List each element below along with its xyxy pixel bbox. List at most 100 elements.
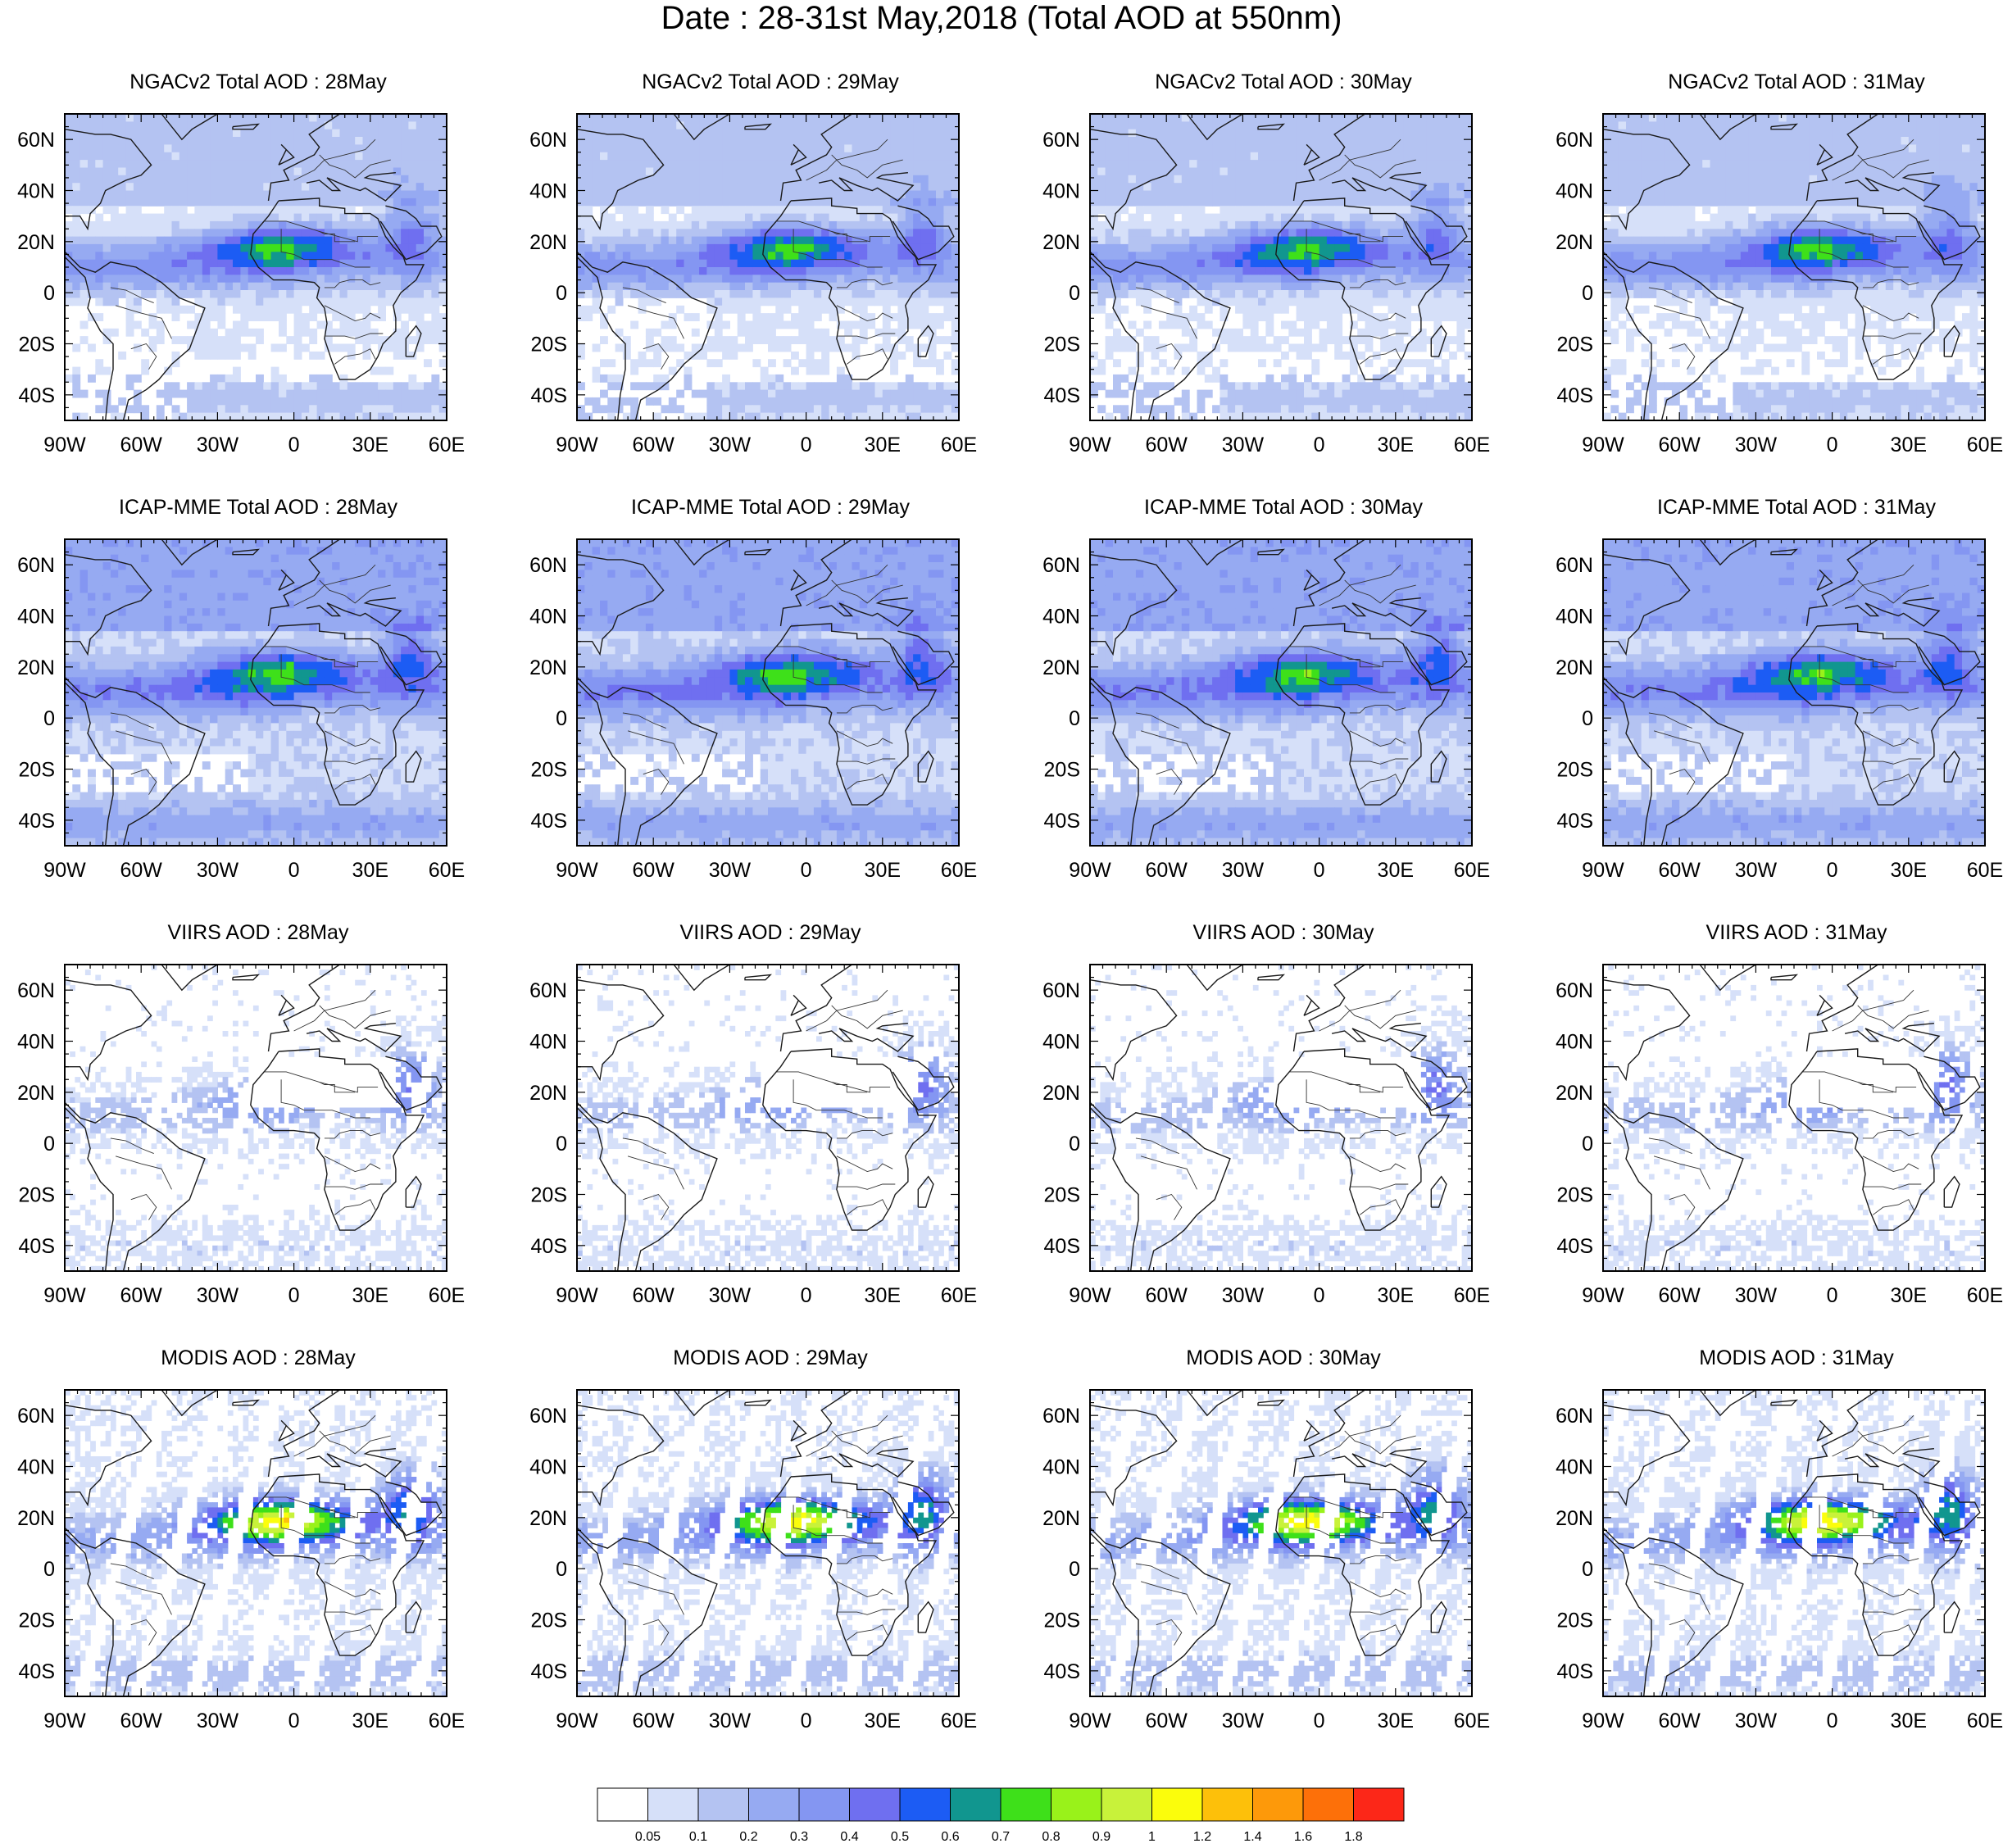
aod-cell bbox=[897, 412, 906, 421]
aod-cell bbox=[684, 160, 693, 168]
aod-cell bbox=[225, 114, 234, 122]
aod-cell bbox=[844, 374, 853, 383]
aod-cell bbox=[714, 336, 723, 344]
aod-cell bbox=[951, 236, 960, 245]
aod-cell bbox=[179, 412, 188, 421]
aod-cell bbox=[1242, 114, 1251, 122]
aod-cell bbox=[133, 236, 142, 245]
aod-cell bbox=[1281, 389, 1289, 398]
aod-cell bbox=[1220, 382, 1229, 391]
aod-cell bbox=[836, 259, 845, 268]
aod-cell bbox=[951, 175, 960, 184]
aod-cell bbox=[1365, 243, 1374, 252]
aod-cell bbox=[684, 229, 693, 238]
coastline bbox=[306, 172, 402, 202]
aod-cell bbox=[332, 405, 341, 414]
aod-cell bbox=[301, 160, 310, 168]
aod-cell bbox=[416, 129, 425, 138]
coastline bbox=[250, 198, 425, 380]
aod-cell bbox=[293, 190, 302, 199]
country-border bbox=[793, 229, 883, 268]
aod-cell bbox=[1204, 175, 1213, 184]
aod-cell bbox=[1433, 282, 1442, 291]
aod-cell bbox=[378, 366, 386, 375]
aod-cell bbox=[951, 121, 960, 130]
aod-cell bbox=[270, 190, 279, 199]
aod-cell bbox=[577, 114, 585, 122]
aod-cell bbox=[676, 190, 685, 199]
aod-cell bbox=[171, 183, 180, 192]
aod-cell bbox=[408, 382, 417, 391]
aod-cell bbox=[1449, 243, 1457, 252]
aod-cell bbox=[1426, 121, 1434, 130]
aod-cell bbox=[813, 259, 822, 268]
aod-cell bbox=[263, 236, 272, 245]
aod-cell bbox=[438, 206, 447, 215]
aod-cell bbox=[210, 297, 218, 306]
aod-cell bbox=[806, 236, 815, 245]
aod-cell bbox=[1189, 160, 1198, 168]
aod-cell bbox=[217, 243, 226, 252]
aod-cell bbox=[783, 252, 792, 261]
aod-cell bbox=[1220, 243, 1229, 252]
aod-cell bbox=[393, 252, 402, 261]
aod-cell bbox=[1388, 175, 1397, 184]
aod-cell bbox=[1273, 190, 1282, 199]
aod-cell bbox=[760, 206, 769, 215]
aod-cell bbox=[1151, 259, 1160, 268]
aod-cell bbox=[661, 129, 670, 138]
aod-cell bbox=[630, 405, 639, 414]
aod-cell bbox=[1258, 114, 1266, 122]
aod-cell bbox=[309, 175, 318, 184]
aod-cell bbox=[638, 243, 647, 252]
map-panel: NGACv2 Total AOD : 29May 90W 60W 30W 0 30E 60E… bbox=[512, 70, 1004, 512]
aod-cell bbox=[279, 267, 287, 275]
aod-cell bbox=[584, 220, 593, 229]
aod-cell bbox=[401, 412, 409, 421]
aod-cell bbox=[233, 343, 241, 352]
aod-cell bbox=[874, 397, 883, 406]
aod-cell bbox=[1189, 236, 1198, 245]
aod-cell bbox=[110, 167, 119, 176]
aod-cell bbox=[324, 297, 333, 306]
aod-cell bbox=[1281, 259, 1289, 268]
aod-cell bbox=[821, 389, 830, 398]
aod-cell bbox=[240, 313, 249, 321]
aod-cell bbox=[339, 412, 348, 421]
aod-cell bbox=[156, 167, 165, 176]
aod-cell bbox=[65, 152, 73, 161]
aod-cell bbox=[775, 243, 784, 252]
aod-cell bbox=[1128, 190, 1137, 199]
aod-cell bbox=[867, 290, 876, 298]
aod-cell bbox=[1319, 305, 1328, 314]
aod-cell bbox=[737, 152, 746, 161]
aod-cell bbox=[852, 397, 861, 406]
aod-cell bbox=[286, 198, 295, 207]
aod-cell bbox=[1265, 389, 1274, 398]
aod-cell bbox=[951, 252, 960, 261]
aod-cell bbox=[1464, 190, 1473, 199]
aod-cell bbox=[1395, 336, 1404, 344]
aod-cell bbox=[95, 290, 104, 298]
aod-cell bbox=[1403, 320, 1411, 329]
aod-cell bbox=[1334, 229, 1343, 238]
aod-cell bbox=[355, 213, 364, 222]
aod-cell bbox=[279, 405, 287, 414]
aod-cell bbox=[821, 152, 830, 161]
aod-cell bbox=[424, 129, 432, 138]
aod-cell bbox=[256, 267, 264, 275]
aod-cell bbox=[951, 290, 960, 298]
aod-cell bbox=[65, 167, 73, 176]
lat-tick-label: 40S bbox=[531, 384, 567, 407]
aod-cell bbox=[133, 183, 142, 192]
aod-cell bbox=[1311, 121, 1320, 130]
aod-cell bbox=[270, 167, 279, 176]
aod-cell bbox=[630, 220, 639, 229]
aod-cell bbox=[706, 290, 715, 298]
aod-cell bbox=[760, 297, 769, 306]
aod-cell bbox=[110, 129, 119, 138]
aod-cell bbox=[1212, 252, 1220, 261]
aod-cell bbox=[240, 389, 249, 398]
aod-cell bbox=[836, 290, 845, 298]
aod-cell bbox=[72, 144, 81, 153]
